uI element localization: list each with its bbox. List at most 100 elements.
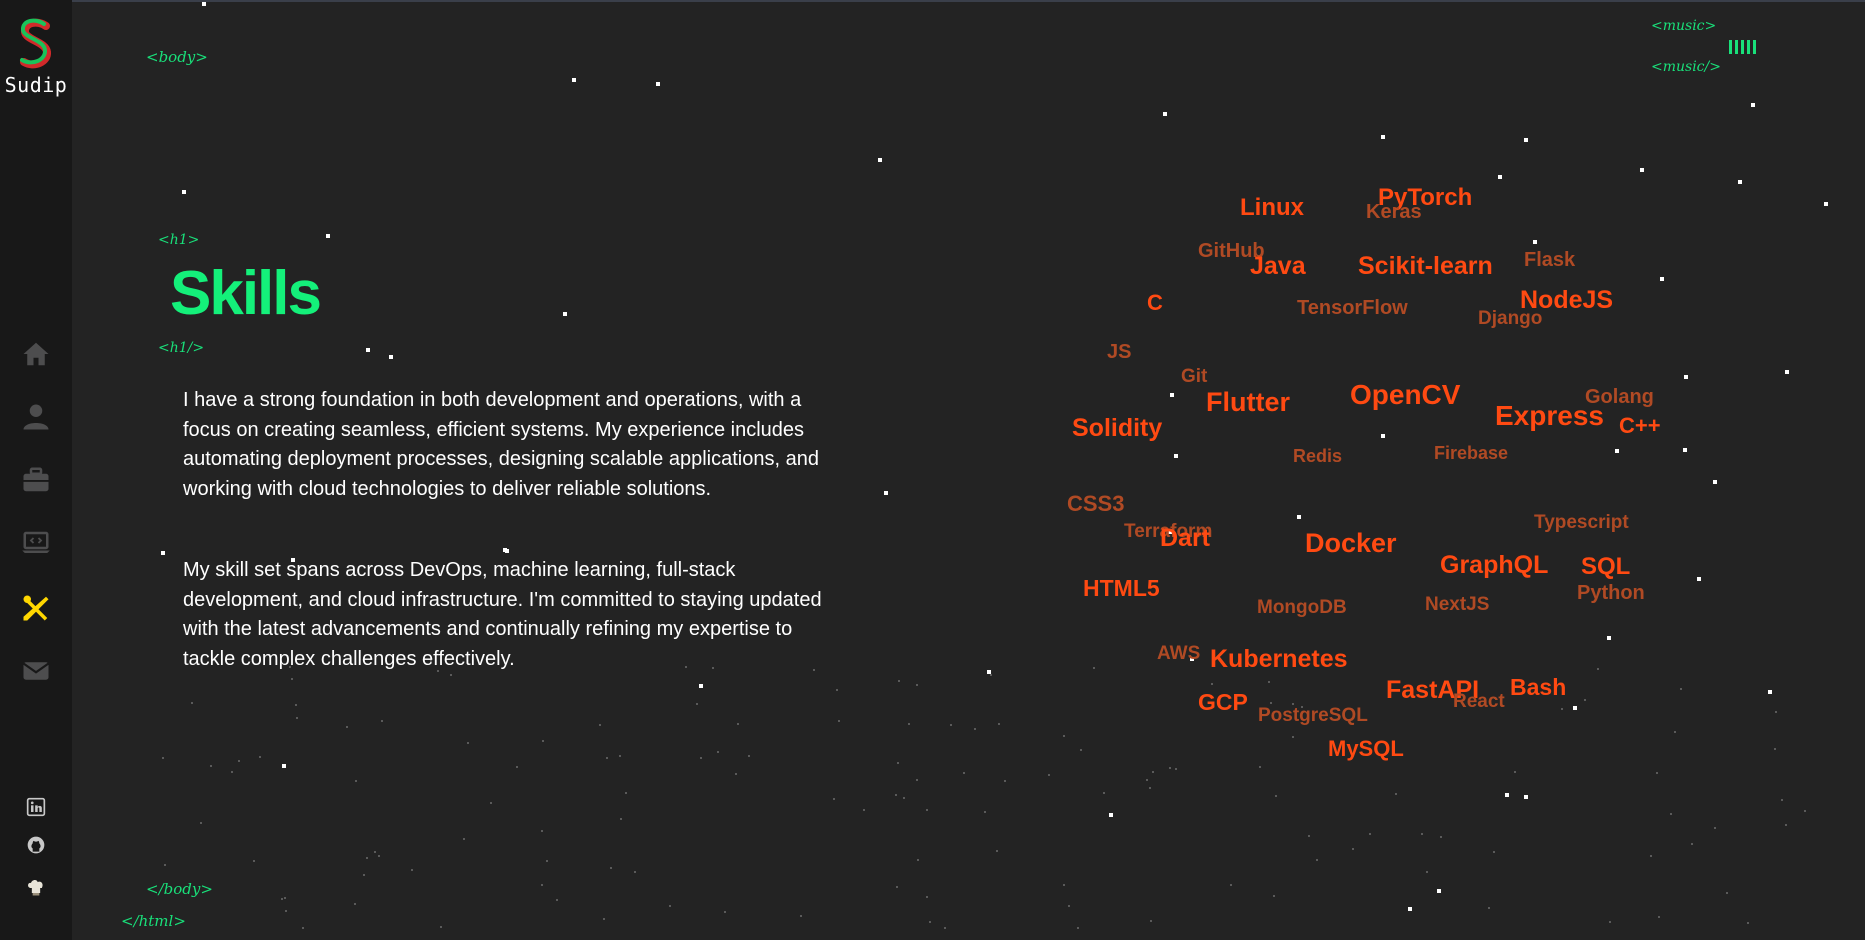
nav-experience[interactable] — [0, 460, 72, 500]
skill-word[interactable]: Java — [1250, 252, 1306, 280]
skill-word[interactable]: C — [1147, 290, 1163, 315]
star-dot — [974, 728, 976, 730]
star-dot — [1824, 202, 1828, 206]
skill-word[interactable]: MySQL — [1328, 736, 1404, 761]
star-dot — [1408, 907, 1412, 911]
star-dot — [813, 669, 815, 671]
music-bar — [1747, 40, 1750, 54]
star-dot — [1650, 855, 1652, 857]
star-dot — [1768, 690, 1772, 694]
skill-word[interactable]: Bash — [1510, 674, 1567, 700]
star-dot — [1785, 370, 1789, 374]
skill-word[interactable]: GraphQL — [1440, 551, 1549, 579]
skill-word[interactable]: GCP — [1198, 689, 1248, 715]
html-close-tag: </html> — [121, 912, 186, 930]
nav-skills[interactable] — [0, 588, 72, 628]
star-dot — [1781, 799, 1783, 801]
star-dot — [231, 771, 233, 773]
star-dot — [1488, 907, 1490, 909]
chef-link[interactable] — [0, 874, 72, 902]
star-dot — [541, 884, 543, 886]
star-dot — [505, 549, 509, 553]
skill-word[interactable]: NodeJS — [1520, 286, 1614, 314]
star-dot — [1308, 835, 1310, 837]
star-dot — [603, 918, 605, 920]
skill-word[interactable]: NextJS — [1425, 594, 1490, 615]
star-dot — [963, 772, 965, 774]
linkedin-icon — [26, 797, 46, 817]
skill-word[interactable]: PostgreSQL — [1258, 705, 1368, 726]
skill-word[interactable]: MongoDB — [1257, 597, 1347, 618]
skill-word[interactable]: Redis — [1293, 446, 1343, 466]
skill-word[interactable]: Express — [1495, 400, 1604, 431]
star-dot — [1103, 792, 1105, 794]
star-dot — [1584, 699, 1586, 701]
skill-word[interactable]: Terraform — [1124, 521, 1213, 542]
star-dot — [908, 723, 910, 725]
star-dot — [929, 921, 931, 923]
skill-word[interactable]: AWS — [1157, 643, 1201, 664]
skill-word[interactable]: Flask — [1524, 249, 1576, 271]
star-dot — [1426, 871, 1428, 873]
star-dot — [1413, 696, 1415, 698]
star-dot — [1738, 180, 1742, 184]
skill-word[interactable]: Golang — [1585, 386, 1654, 408]
logo[interactable]: Sudip — [0, 18, 72, 97]
skill-word[interactable]: Solidity — [1072, 414, 1163, 442]
star-dot — [1751, 103, 1755, 107]
star-dot — [620, 818, 622, 820]
star-dot — [1150, 920, 1152, 922]
skill-word[interactable]: Typescript — [1534, 512, 1629, 533]
skill-word[interactable]: FastAPI — [1386, 676, 1480, 704]
skill-word[interactable]: JS — [1107, 341, 1132, 363]
star-dot — [1785, 824, 1787, 826]
nav-projects[interactable] — [0, 523, 72, 563]
briefcase-icon — [23, 467, 49, 492]
skill-word[interactable]: OpenCV — [1350, 379, 1461, 410]
skill-word[interactable]: C++ — [1619, 413, 1661, 438]
star-dot — [1048, 774, 1050, 776]
skill-word[interactable]: Docker — [1305, 528, 1397, 558]
skill-word[interactable]: CSS3 — [1067, 491, 1125, 516]
skill-word[interactable]: Flutter — [1206, 387, 1290, 417]
star-dot — [1421, 833, 1423, 835]
nav-contact[interactable] — [0, 651, 72, 691]
star-dot — [1270, 702, 1272, 704]
star-dot — [1691, 843, 1693, 845]
skill-word[interactable]: Python — [1577, 582, 1645, 604]
star-dot — [366, 857, 368, 859]
star-dot — [1774, 748, 1776, 750]
skill-word[interactable]: Scikit-learn — [1358, 252, 1493, 280]
star-dot — [374, 851, 376, 853]
star-dot — [556, 899, 558, 901]
skill-word[interactable]: PyTorch — [1378, 184, 1473, 211]
skill-word[interactable]: Django — [1478, 308, 1543, 329]
skill-word[interactable]: Git — [1181, 366, 1208, 387]
skill-word[interactable]: Dart — [1160, 524, 1211, 552]
skill-word[interactable]: Keras — [1366, 201, 1422, 223]
skill-word[interactable]: HTML5 — [1083, 575, 1160, 601]
github-link[interactable] — [0, 831, 72, 859]
skill-word[interactable]: GitHub — [1198, 240, 1265, 262]
skill-word[interactable]: SQL — [1581, 553, 1631, 580]
star-dot — [490, 802, 492, 804]
star-dot — [291, 678, 293, 680]
skill-word[interactable]: TensorFlow — [1297, 297, 1408, 319]
skill-word[interactable]: Linux — [1240, 194, 1304, 221]
music-toggle[interactable] — [1729, 40, 1763, 54]
linkedin-link[interactable] — [0, 793, 72, 821]
nav-about[interactable] — [0, 397, 72, 437]
star-dot — [1713, 480, 1717, 484]
star-dot — [253, 860, 255, 862]
star-dot — [1169, 767, 1171, 769]
star-dot — [1063, 884, 1065, 886]
star-dot — [378, 855, 380, 857]
skill-word[interactable]: Firebase — [1434, 443, 1509, 463]
star-dot — [1607, 636, 1611, 640]
star-dot — [656, 82, 660, 86]
star-dot — [1292, 703, 1294, 705]
skill-word[interactable]: Kubernetes — [1210, 645, 1348, 673]
nav-home[interactable] — [0, 334, 72, 374]
skill-word[interactable]: React — [1453, 691, 1505, 712]
star-dot — [606, 757, 608, 759]
